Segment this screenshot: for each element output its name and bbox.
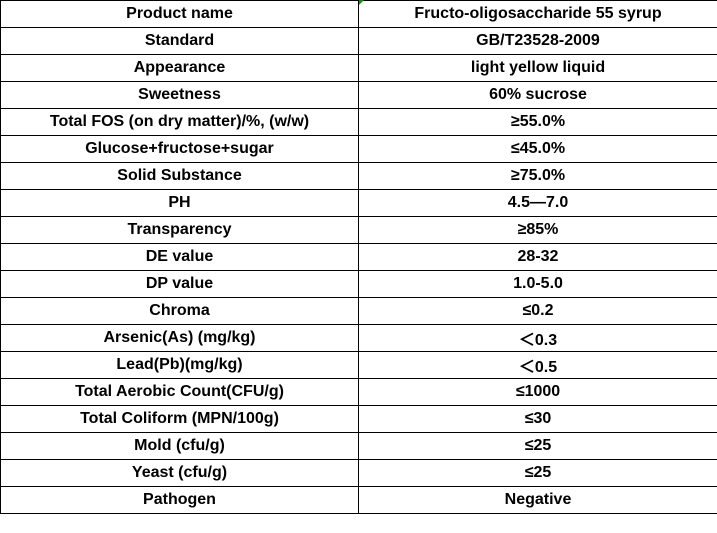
row-label: Total Aerobic Count(CFU/g) [0,378,359,406]
row-value: ≥85% [358,216,717,244]
table-row: Transparency ≥85% [0,216,717,244]
table-row: DP value 1.0-5.0 [0,270,717,298]
row-value: ≤25 [358,432,717,460]
row-value: 60% sucrose [358,81,717,109]
row-value: ≤25 [358,459,717,487]
row-value: ≥55.0% [358,108,717,136]
row-value: light yellow liquid [358,54,717,82]
table-row: DE value 28-32 [0,243,717,271]
row-label: Standard [0,27,359,55]
row-label: Yeast (cfu/g) [0,459,359,487]
spec-table: Product name Fructo-oligosaccharide 55 sy… [0,0,717,514]
row-label: DP value [0,270,359,298]
row-label: PH [0,189,359,217]
row-label: Pathogen [0,486,359,514]
row-value: Fructo-oligosaccharide 55 syrup [358,0,717,28]
row-label: Solid Substance [0,162,359,190]
row-label: Mold (cfu/g) [0,432,359,460]
row-value: ≤30 [358,405,717,433]
table-row: Arsenic(As) (mg/kg) ＜0.3 [0,324,717,352]
table-row: Total FOS (on dry matter)/%, (w/w) ≥55.0% [0,108,717,136]
table-row: PH 4.5—7.0 [0,189,717,217]
row-label: Product name [0,0,359,28]
row-label: Arsenic(As) (mg/kg) [0,324,359,352]
row-label: DE value [0,243,359,271]
row-value: Negative [358,486,717,514]
row-label: Glucose+fructose+sugar [0,135,359,163]
table-row: Mold (cfu/g) ≤25 [0,432,717,460]
table-row: Chroma ≤0.2 [0,297,717,325]
cell-comment-marker [359,0,364,5]
row-label: Sweetness [0,81,359,109]
row-value: ≤1000 [358,378,717,406]
table-row: Glucose+fructose+sugar ≤45.0% [0,135,717,163]
table-row: Yeast (cfu/g) ≤25 [0,459,717,487]
row-value: 4.5—7.0 [358,189,717,217]
table-row: Product name Fructo-oligosaccharide 55 sy… [0,0,717,28]
table-row: Total Coliform (MPN/100g) ≤30 [0,405,717,433]
row-value: 1.0-5.0 [358,270,717,298]
row-label: Chroma [0,297,359,325]
row-value: 28-32 [358,243,717,271]
row-label: Lead(Pb)(mg/kg) [0,351,359,379]
row-label: Transparency [0,216,359,244]
table-row: Standard GB/T23528-2009 [0,27,717,55]
table-row: Solid Substance ≥75.0% [0,162,717,190]
row-value: GB/T23528-2009 [358,27,717,55]
row-value: ≥75.0% [358,162,717,190]
row-label: Total FOS (on dry matter)/%, (w/w) [0,108,359,136]
row-value: ≤0.2 [358,297,717,325]
row-label: Appearance [0,54,359,82]
table-row: Pathogen Negative [0,486,717,514]
row-value: ＜0.5 [358,351,717,379]
row-value: ≤45.0% [358,135,717,163]
row-label: Total Coliform (MPN/100g) [0,405,359,433]
table-row: Lead(Pb)(mg/kg) ＜0.5 [0,351,717,379]
row-value: ＜0.3 [358,324,717,352]
table-row: Total Aerobic Count(CFU/g) ≤1000 [0,378,717,406]
table-row: Sweetness 60% sucrose [0,81,717,109]
table-row: Appearance light yellow liquid [0,54,717,82]
